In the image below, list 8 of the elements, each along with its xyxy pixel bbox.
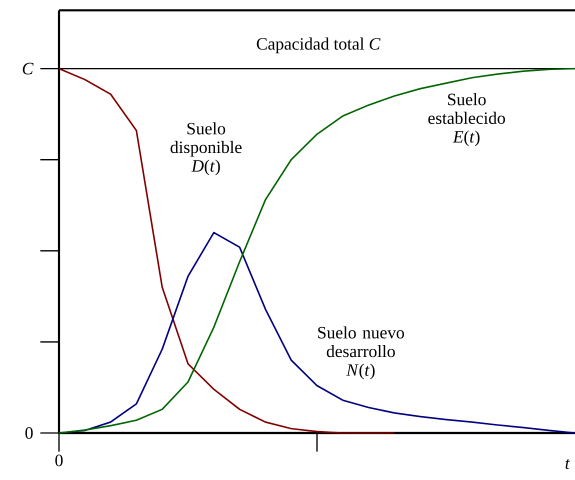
- series-label: Suelo disponible D(t): [170, 122, 242, 176]
- series-label: Suelo nuevo desarrollo N(t): [318, 326, 404, 380]
- series-label: Suelo establecido E(t): [428, 93, 505, 146]
- ref-line-label: Capacidad total C: [256, 38, 380, 54]
- text: 0: [55, 454, 63, 466]
- x-axis-title: t: [566, 459, 570, 469]
- text: C: [22, 62, 34, 74]
- text: 0: [25, 427, 33, 439]
